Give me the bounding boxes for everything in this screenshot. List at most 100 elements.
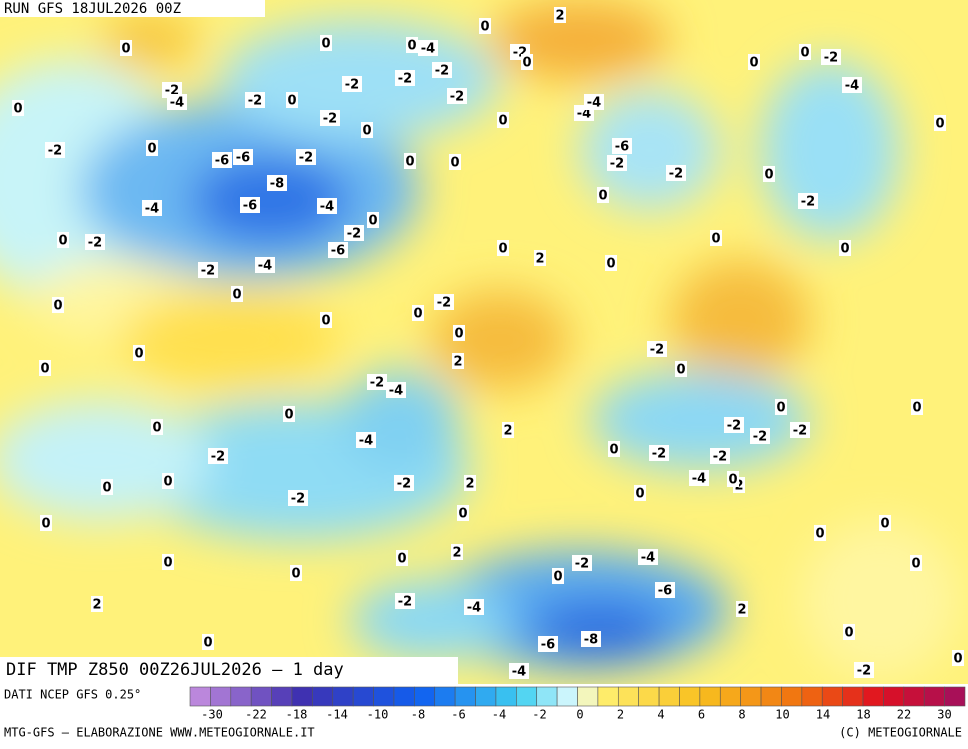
- contour-label-box: [344, 225, 364, 241]
- contour-label-box: [57, 232, 69, 248]
- contour-label: -2: [824, 51, 838, 66]
- contour-label-box: [497, 240, 509, 256]
- contour-label: 0: [147, 142, 156, 157]
- contour-label: 0: [53, 299, 62, 314]
- map-field: [0, 0, 968, 684]
- colorbar-swatch: [434, 686, 456, 707]
- contour-label-box: [911, 399, 923, 415]
- contour-label: -6: [658, 584, 672, 599]
- contour-label-box: [406, 37, 418, 53]
- colorbar-swatch: [393, 686, 415, 707]
- contour-label: 0: [163, 556, 172, 571]
- contour-label-box: [879, 515, 891, 531]
- contour-label-box: [821, 49, 841, 65]
- contour-label-box: [245, 92, 265, 108]
- contour-label: -6: [215, 154, 229, 169]
- colorbar-swatch: [658, 686, 680, 707]
- contour-label: 0: [764, 168, 773, 183]
- contour-label: -4: [577, 107, 591, 122]
- colorbar-tick-label: 22: [897, 708, 911, 722]
- contour-label: 0: [911, 557, 920, 572]
- colorbar-swatch: [189, 686, 211, 707]
- contour-label: 0: [776, 401, 785, 416]
- contour-label: 0: [232, 288, 241, 303]
- contour-label-box: [839, 240, 851, 256]
- contour-label-box: [133, 345, 145, 361]
- contour-label-box: [52, 297, 64, 313]
- colorbar-swatch: [475, 686, 497, 707]
- contour-label: 0: [815, 527, 824, 542]
- contour-label-box: [534, 250, 546, 266]
- colorbar-swatch: [781, 686, 803, 707]
- contour-label: -2: [248, 94, 262, 109]
- contour-label-box: [240, 197, 260, 213]
- contour-label-box: [367, 374, 387, 390]
- contour-label: 0: [935, 117, 944, 132]
- contour-label: -2: [201, 264, 215, 279]
- contour-label: 2: [737, 603, 746, 618]
- contour-label-box: [724, 417, 744, 433]
- contour-label-box: [607, 155, 627, 171]
- colorbar-swatch: [801, 686, 823, 707]
- contour-label: -2: [347, 227, 361, 242]
- contour-label-box: [146, 140, 158, 156]
- contour-label: -2: [801, 195, 815, 210]
- colorbar-swatch: [944, 686, 966, 707]
- contour-label: 0: [880, 517, 889, 532]
- contour-label: 0: [953, 652, 962, 667]
- contour-label-box: [452, 353, 464, 369]
- contour-label-box: [394, 475, 414, 491]
- contour-label-box: [854, 662, 874, 678]
- contour-label: -4: [641, 551, 655, 566]
- contour-label: 0: [598, 189, 607, 204]
- contour-label-box: [710, 448, 730, 464]
- contour-label: -2: [437, 296, 451, 311]
- contour-label: 2: [503, 424, 512, 439]
- colorbar-tick-label: -10: [367, 708, 389, 722]
- contour-label-box: [552, 568, 564, 584]
- contour-label-box: [952, 650, 964, 666]
- contour-label-box: [581, 631, 601, 647]
- contour-label-box: [608, 441, 620, 457]
- contour-label-box: [842, 77, 862, 93]
- contour-label-box: [202, 634, 214, 650]
- colorbar-swatch: [414, 686, 436, 707]
- contour-label-box: [748, 54, 760, 70]
- contour-label-box: [554, 7, 566, 23]
- contour-label: -2: [291, 492, 305, 507]
- contour-label: 0: [728, 473, 737, 488]
- colorbar-tick-label: -8: [411, 708, 425, 722]
- contour-label-box: [283, 406, 295, 422]
- contour-label-box: [142, 200, 162, 216]
- colorbar-swatch: [923, 686, 945, 707]
- contour-label: 0: [203, 636, 212, 651]
- product-title: DIF TMP Z850 00Z26JUL2026 — 1 day: [6, 660, 344, 680]
- contour-label: -6: [615, 140, 629, 155]
- colorbar-swatch: [495, 686, 517, 707]
- contour-label-box: [231, 286, 243, 302]
- contour-label-box: [317, 198, 337, 214]
- contour-label-box: [432, 62, 452, 78]
- contour-label-box: [418, 40, 438, 56]
- contour-label-box: [45, 142, 65, 158]
- contour-label: -2: [345, 78, 359, 93]
- contour-label: 0: [844, 626, 853, 641]
- contour-label: -2: [610, 157, 624, 172]
- colorbar-swatch: [210, 686, 232, 707]
- contour-label: 0: [413, 307, 422, 322]
- contour-label: 0: [840, 242, 849, 257]
- colorbar-tick-label: 10: [775, 708, 789, 722]
- contour-label: -4: [389, 384, 403, 399]
- source: DATI NCEP GFS 0.25°: [4, 688, 141, 702]
- colorbar-swatch: [373, 686, 395, 707]
- contour-label: 0: [553, 570, 562, 585]
- contour-label-box: [101, 479, 113, 495]
- contour-label-box: [502, 422, 514, 438]
- colorbar-swatch: [862, 686, 884, 707]
- contour-label-box: [85, 234, 105, 250]
- colorbar: -30 -22 -18 -14 -10 -8 -6 -4 -2 0 2 4 6 8 10 14 18 22 30: [189, 686, 966, 722]
- contour-label-box: [750, 428, 770, 444]
- contour-label: 0: [711, 232, 720, 247]
- contour-label: -6: [236, 151, 250, 166]
